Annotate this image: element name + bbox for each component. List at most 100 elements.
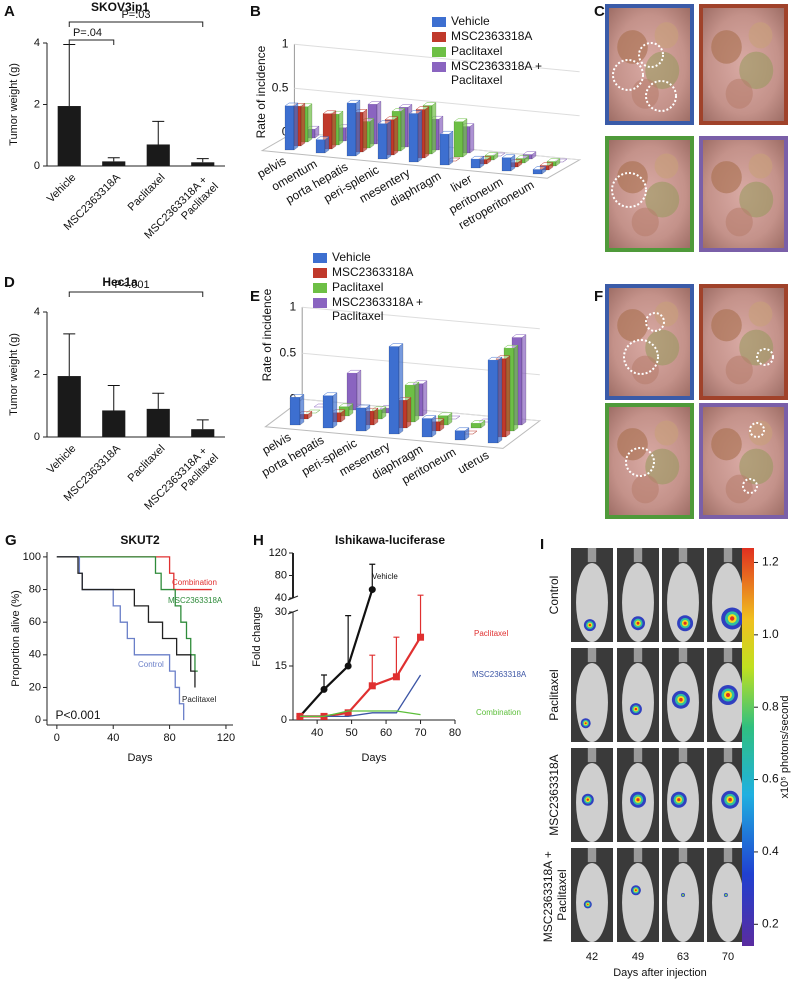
- series-line: [56, 556, 198, 672]
- organ: [631, 474, 659, 504]
- error-bar: [393, 636, 400, 677]
- bar-top: [437, 412, 453, 417]
- x-tick-label: 120: [217, 732, 235, 744]
- panel-label: G: [5, 532, 17, 549]
- organ: [645, 181, 680, 218]
- x-tick-label: Vehicle: [45, 443, 79, 477]
- signal: [586, 798, 589, 801]
- annotation: P<0.001: [55, 708, 100, 722]
- point: [320, 685, 328, 693]
- bar-face: [453, 121, 464, 158]
- y-tick-label: 0: [35, 714, 41, 726]
- signal: [636, 621, 640, 625]
- panel-label: I: [540, 536, 544, 553]
- y-tick-label: 80: [29, 583, 41, 595]
- holder: [587, 648, 597, 663]
- organ: [617, 309, 648, 342]
- point: [368, 682, 376, 690]
- y-tick-label: 60: [29, 616, 41, 628]
- organ: [711, 428, 742, 461]
- legend-label: MSC2363318A + Paclitaxel: [332, 295, 426, 323]
- holder: [678, 548, 688, 563]
- signal: [683, 621, 687, 625]
- organ: [654, 153, 679, 179]
- y-tick-label: 30: [275, 606, 287, 618]
- y-tick-label: 100: [23, 551, 41, 563]
- bar-3d: [421, 415, 437, 438]
- bar-top: [515, 155, 530, 159]
- organ: [617, 161, 648, 194]
- organ: [725, 207, 753, 237]
- bar-face: [322, 395, 334, 429]
- mouse: [576, 663, 608, 743]
- bar-3d: [408, 110, 423, 163]
- organ: [725, 355, 753, 385]
- x-tick-label: 50: [345, 727, 357, 739]
- bar-top: [371, 406, 387, 411]
- y-tick-label: 0: [34, 160, 40, 172]
- row-label: Paclitaxel: [547, 669, 561, 720]
- x-tick-label: 0: [54, 732, 60, 744]
- bar-side: [338, 110, 344, 146]
- legend-label: MSC2363318A: [332, 265, 413, 279]
- bar-top: [284, 102, 299, 107]
- bar: [102, 161, 126, 166]
- grid-line: [294, 43, 580, 73]
- bar-face: [388, 346, 400, 435]
- row-label: Control: [547, 576, 561, 615]
- holder: [587, 848, 597, 863]
- bar-face: [454, 430, 466, 441]
- bar-side: [431, 415, 437, 438]
- organ: [711, 30, 742, 64]
- highlight-circle: [645, 312, 665, 332]
- organ: [617, 428, 648, 461]
- bar-top: [470, 420, 486, 424]
- bar-3d: [487, 356, 503, 444]
- bar-top: [539, 162, 554, 166]
- legend-swatch: [432, 47, 446, 57]
- z-axis-label: Rate of incidence: [260, 288, 274, 381]
- signal: [728, 797, 732, 802]
- y-tick-label: 4: [34, 37, 40, 49]
- organ: [739, 51, 774, 90]
- series-label: MSC2363318A: [472, 670, 527, 679]
- bar-side: [332, 392, 338, 429]
- organ: [631, 207, 659, 237]
- panel-label: C: [594, 3, 605, 20]
- signal: [636, 798, 640, 802]
- bar-side: [398, 343, 404, 435]
- organ: [654, 420, 679, 446]
- colorbar-tick-label: 0.8: [762, 699, 779, 713]
- signal: [726, 693, 730, 697]
- highlight-circle: [623, 339, 659, 375]
- y-axis-label: Proportion alive (%): [10, 590, 22, 687]
- bar-face: [315, 139, 326, 154]
- legend-label: Paclitaxel: [451, 44, 502, 58]
- y-tick-label: 2: [34, 368, 40, 380]
- error-bar: [152, 120, 165, 145]
- series-label: Paclitaxel: [182, 695, 216, 704]
- bar-3d: [439, 130, 454, 166]
- bar-3d: [346, 369, 362, 411]
- legend-label: MSC2363318A + Paclitaxel: [451, 59, 545, 87]
- x-tick-label: 80: [449, 727, 461, 739]
- column-label: 49: [632, 951, 644, 963]
- x-axis-label: Days: [361, 752, 387, 764]
- bar-top: [338, 403, 354, 408]
- chart-title: Ishikawa-luciferase: [335, 533, 445, 547]
- bar-top: [422, 102, 437, 106]
- bar-top: [384, 116, 399, 121]
- bar-side: [300, 102, 306, 147]
- annotation: P<.001: [114, 279, 149, 291]
- highlight-circle: [611, 172, 647, 208]
- organ: [645, 448, 680, 485]
- bar-top: [495, 355, 511, 360]
- bar-side: [355, 99, 361, 157]
- error-bar: [63, 44, 76, 107]
- bar-top: [421, 415, 437, 419]
- bar-top: [546, 158, 561, 162]
- bar-3d: [315, 136, 330, 154]
- bar-side: [406, 396, 412, 429]
- bar-top: [484, 152, 499, 156]
- colorbar-tick-label: 1.0: [762, 627, 779, 641]
